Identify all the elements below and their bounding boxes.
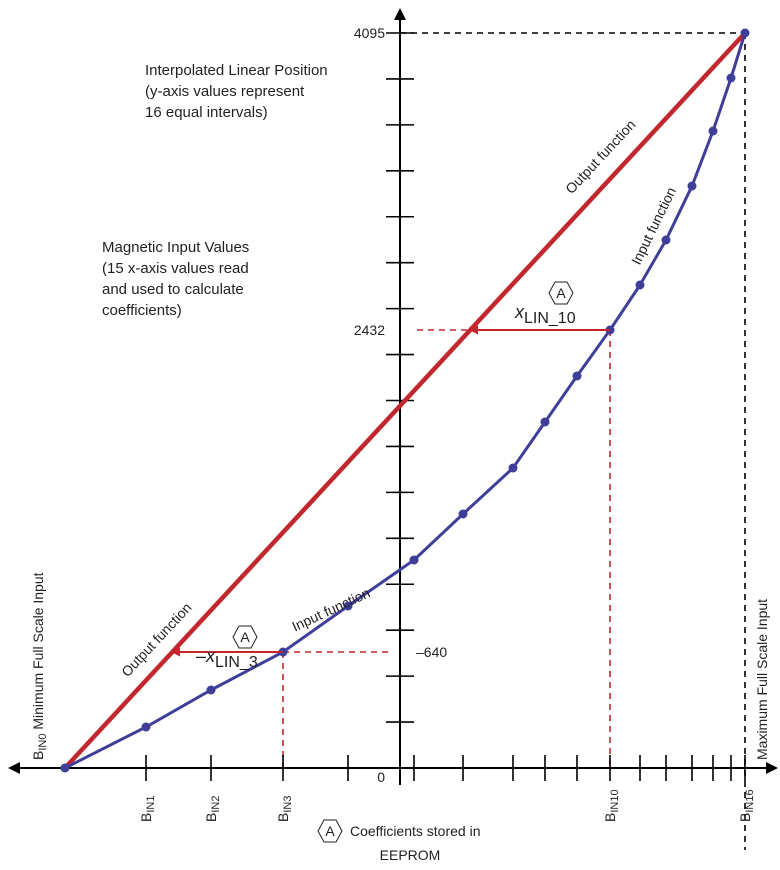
x-label-b: B xyxy=(737,813,753,822)
hexagon-marker-icon xyxy=(232,625,258,649)
y-label-origin: 0 xyxy=(377,769,385,785)
y-label-640: –640 xyxy=(416,644,447,660)
x-axis-arrow-right xyxy=(766,762,778,774)
y-axis-arrow xyxy=(394,8,406,20)
svg-text:xLIN_10: xLIN_10 xyxy=(514,302,576,327)
x-label-in1: BIN1 xyxy=(138,796,157,822)
min-full-scale-label: BIN0 Minimum Full Scale Input xyxy=(30,572,49,760)
legend-marker-letter: A xyxy=(325,823,335,839)
x-label-sub: IN2 xyxy=(210,796,222,813)
svg-text:–xLIN_3: –xLIN_3 xyxy=(196,646,258,671)
input-sample-point xyxy=(740,28,750,38)
input-sample-point xyxy=(635,280,645,290)
min-label-rest: Minimum Full Scale Input xyxy=(30,572,46,733)
input-sample-point xyxy=(343,601,353,611)
coef-lin10-var: x xyxy=(514,302,525,322)
coef-lin3-neg: – xyxy=(196,646,206,666)
input-sample-point xyxy=(708,126,718,136)
x-label-in16: BIN16 xyxy=(737,789,756,822)
input-sample-point xyxy=(661,235,671,245)
note-line: Magnetic Input Values xyxy=(102,239,250,256)
min-label-sub: IN0 xyxy=(37,734,49,751)
legend-line2: EEPROM xyxy=(380,847,441,863)
x-label-sub: IN16 xyxy=(744,789,756,812)
x-label-b: B xyxy=(203,813,219,822)
note-line: coefficients) xyxy=(102,302,182,319)
output-function-label-upper: Output function xyxy=(562,116,638,196)
input-function-points xyxy=(60,28,750,773)
coef-lin3-label: A –xLIN_3 xyxy=(196,625,258,671)
min-label-b: B xyxy=(30,751,46,760)
x-label-b: B xyxy=(138,813,154,822)
note-line: (y-axis values represent xyxy=(145,83,305,100)
input-sample-point xyxy=(540,417,550,427)
magnetic-input-note: Magnetic Input Values (15 x-axis values … xyxy=(102,237,249,321)
note-line: 16 equal intervals) xyxy=(145,104,268,121)
hexagon-marker-icon xyxy=(317,819,343,843)
y-label-4095: 4095 xyxy=(354,25,385,41)
coef-lin10-sub: LIN_10 xyxy=(524,310,576,327)
input-function-label-lower: Input function xyxy=(289,584,372,634)
x-label-sub: IN10 xyxy=(609,789,621,812)
coef-lin3-sub: LIN_3 xyxy=(215,654,258,671)
input-sample-point xyxy=(726,73,736,83)
x-label-in2: BIN2 xyxy=(203,796,222,822)
max-full-scale-label: Maximum Full Scale Input xyxy=(754,599,770,760)
coef-lin10-label: A xLIN_10 xyxy=(514,281,576,327)
note-line: Interpolated Linear Position xyxy=(145,62,328,79)
input-sample-point xyxy=(60,763,70,773)
input-sample-point xyxy=(409,555,419,565)
x-label-sub: IN3 xyxy=(282,796,294,813)
input-sample-point xyxy=(141,722,151,732)
legend-line1: Coefficients stored in xyxy=(350,823,480,839)
x-axis-arrow-left xyxy=(8,762,20,774)
interpolated-position-note: Interpolated Linear Position (y-axis val… xyxy=(145,60,328,123)
y-label-2432: 2432 xyxy=(354,322,385,338)
x-label-b: B xyxy=(602,813,618,822)
legend: A Coefficients stored in EEPROM xyxy=(317,819,480,863)
x-label-in10: BIN10 xyxy=(602,789,621,822)
x-label-in3: BIN3 xyxy=(275,796,294,822)
input-sample-point xyxy=(572,371,582,381)
hexagon-marker-icon xyxy=(548,281,574,305)
hexagon-marker-letter: A xyxy=(240,629,250,645)
input-sample-point xyxy=(508,463,518,473)
x-label-sub: IN1 xyxy=(145,796,157,813)
x-label-b: B xyxy=(275,813,291,822)
hexagon-marker-letter: A xyxy=(556,285,566,301)
input-sample-point xyxy=(206,685,216,695)
note-line: and used to calculate xyxy=(102,281,244,298)
x-axis-ticks xyxy=(145,755,746,781)
output-function-line xyxy=(63,31,747,770)
note-line: (15 x-axis values read xyxy=(102,260,249,277)
input-sample-point xyxy=(458,509,468,519)
coef-lin3-var: x xyxy=(205,646,216,666)
input-sample-point xyxy=(687,181,697,191)
y-axis-ticks xyxy=(386,32,414,723)
